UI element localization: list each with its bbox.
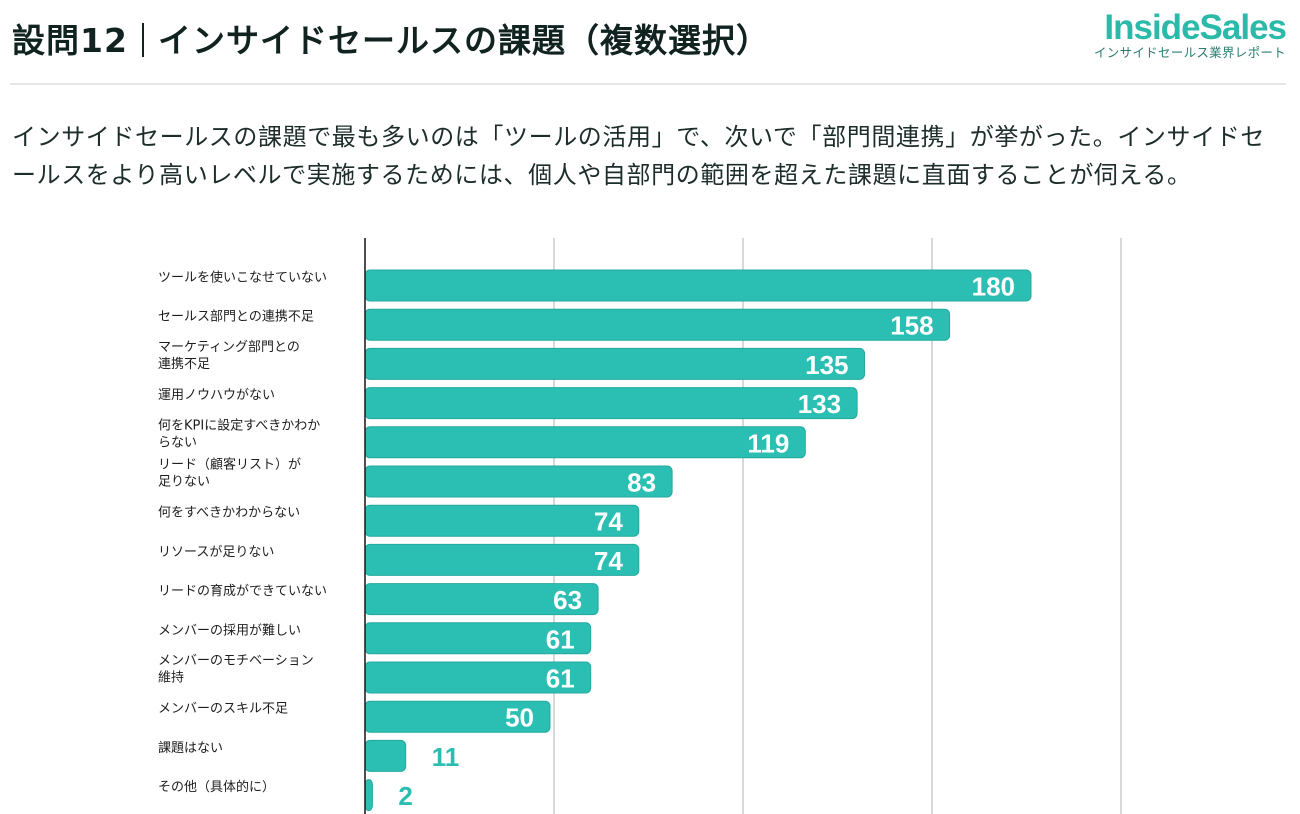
category-label: 課題はない (158, 740, 223, 756)
bar (364, 269, 1032, 302)
bar (364, 387, 858, 420)
category-label-line: リソースが足りない (158, 545, 274, 560)
value-label: 61 (546, 624, 575, 654)
category-label-line: 運用ノウハウがない (158, 388, 275, 403)
category-label-line: 課題はない (158, 740, 223, 756)
value-label: 50 (505, 703, 534, 733)
page-title: 設問12 インサイドセールスの課題（複数選択） (12, 14, 770, 62)
logo-subtitle: インサイドセールス業界レポート (1093, 45, 1286, 60)
bar-chart: ツールを使いこなせていない 180 セールス部門との連携不足 158 マーケティング部門… (158, 238, 1122, 814)
bar (364, 347, 865, 380)
bar (364, 426, 806, 459)
category-label-line: リードの育成ができていない (158, 583, 327, 599)
bar (364, 779, 373, 812)
category-label: その他（具体的に） (158, 779, 275, 795)
bar (364, 308, 951, 341)
question-title: インサイドセールスの課題（複数選択） (157, 21, 770, 60)
value-label: 61 (546, 664, 575, 694)
description-text: インサイドセールスの課題で最も多いのは「ツールの活用」で、次いで「部門間連携」が… (12, 123, 1265, 189)
insidesales-logo: InsideSales インサイドセールス業界レポート (1093, 8, 1287, 60)
bar (364, 739, 407, 772)
title-separator (141, 23, 144, 57)
category-label-line: ツールを使いこなせていない (158, 270, 327, 286)
category-label: 何をすべきかわからない (158, 505, 300, 521)
value-label: 83 (627, 468, 656, 498)
category-label-line: メンバーのモチベーション (158, 654, 314, 669)
value-label: 180 (972, 272, 1015, 302)
value-label: 74 (594, 507, 623, 537)
value-label: 133 (798, 389, 841, 419)
category-label: ツールを使いこなせていない (158, 270, 327, 286)
question-number: 設問12 (12, 21, 128, 60)
category-label-line: 足りない (158, 475, 210, 490)
value-label: 158 (890, 311, 933, 341)
category-label: リード（顧客リスト）が足りない (158, 457, 301, 490)
header-divider (10, 83, 1286, 85)
category-label-line: らない (158, 435, 197, 450)
category-label: リードの育成ができていない (158, 583, 327, 599)
value-label: 74 (594, 546, 623, 576)
category-label: 運用ノウハウがない (158, 388, 275, 403)
category-label-line: 連携不足 (158, 356, 210, 372)
category-label-line: セールス部門との連携不足 (158, 309, 314, 325)
bar (364, 465, 673, 498)
value-label: 2 (398, 781, 412, 811)
category-label-line: マーケティング部門との (158, 340, 300, 355)
category-label: メンバーの採用が難しい (158, 623, 301, 638)
value-label: 11 (432, 742, 460, 772)
category-label-line: 何をKPIに設定すべきかわか (158, 417, 320, 433)
category-label: メンバーのモチベーション維持 (158, 654, 314, 686)
category-label-line: 維持 (158, 671, 184, 686)
category-label: メンバーのスキル不足 (158, 702, 288, 717)
category-label-line: リード（顧客リスト）が (158, 457, 301, 473)
category-label: 何をKPIに設定すべきかわからない (158, 417, 320, 450)
value-label: 135 (805, 350, 848, 380)
logo-brand: InsideSales (1104, 8, 1287, 47)
category-label: マーケティング部門との連携不足 (158, 340, 300, 372)
value-label: 119 (747, 428, 789, 458)
category-label: セールス部門との連携不足 (158, 309, 314, 325)
category-label-line: メンバーの採用が難しい (158, 623, 301, 638)
category-label-line: メンバーのスキル不足 (158, 702, 288, 717)
category-label: リソースが足りない (158, 545, 274, 560)
category-label-line: 何をすべきかわからない (158, 505, 300, 521)
category-label-line: その他（具体的に） (158, 779, 275, 795)
value-label: 63 (553, 585, 582, 615)
